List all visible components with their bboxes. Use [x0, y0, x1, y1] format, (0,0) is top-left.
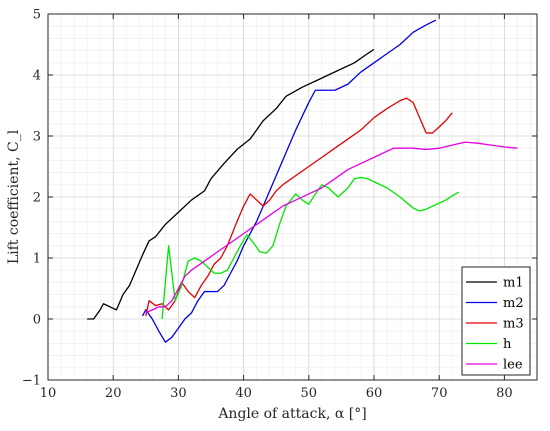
series-line-m1 [87, 48, 375, 320]
y-tick-label: 4 [33, 69, 41, 84]
y-tick-label: 2 [33, 191, 41, 206]
x-tick-label: 50 [301, 386, 318, 401]
y-tick-label: −1 [22, 374, 41, 389]
y-tick-label: 0 [33, 313, 41, 328]
x-tick-label: 80 [496, 386, 513, 401]
x-tick-label: 30 [170, 386, 187, 401]
axis-ticks [47, 13, 537, 381]
legend-box [461, 266, 531, 376]
x-tick-label: 70 [431, 386, 448, 401]
tick-labels: 10 20 30 40 50 60 70 80 −1 0 1 2 3 4 5 [22, 8, 513, 402]
legend-label-m3: m3 [503, 317, 524, 332]
y-tick-label: 5 [33, 8, 41, 23]
x-tick-label: 10 [40, 386, 57, 401]
legend-label-h: h [503, 337, 512, 352]
y-axis-label: Lift coefficient, C_l [6, 129, 22, 264]
y-tick-label: 1 [33, 252, 41, 267]
data-series [87, 19, 518, 343]
x-axis-label: Angle of attack, α [°] [217, 406, 366, 422]
series-line-m2 [141, 19, 437, 343]
legend-label-lee: lee [503, 358, 523, 373]
x-tick-label: 60 [366, 386, 383, 401]
y-tick-label: 3 [33, 130, 41, 145]
x-tick-label: 20 [105, 386, 122, 401]
legend-label-m1: m1 [503, 276, 524, 291]
legend: m1 m2 m3 h lee [461, 266, 531, 376]
legend-label-m2: m2 [503, 296, 524, 311]
x-tick-label: 40 [235, 386, 252, 401]
series-line-m3 [145, 97, 453, 317]
series-line-h [161, 176, 460, 320]
series-line-lee [145, 141, 518, 314]
